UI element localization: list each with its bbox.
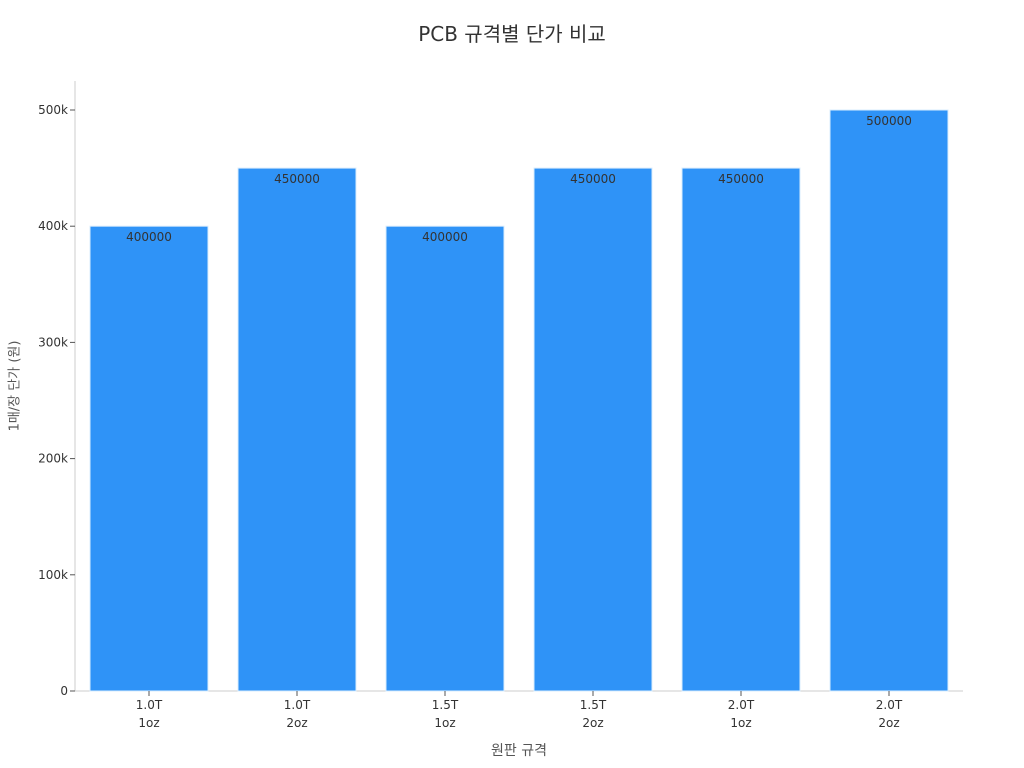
x-tick-label: 2oz	[286, 716, 307, 730]
x-tick-label: 1.5T	[432, 698, 459, 712]
y-tick-label: 400k	[38, 219, 68, 233]
y-axis-title: 1매/장 단가 (원)	[7, 340, 23, 432]
x-tick-label: 1oz	[138, 716, 159, 730]
x-tick-label: 1.0T	[136, 698, 163, 712]
bar	[829, 109, 949, 692]
bar	[237, 167, 357, 692]
y-tick-label: 100k	[38, 568, 68, 582]
x-axis-title: 원판 규격	[491, 743, 547, 759]
y-tick-label: 500k	[38, 103, 68, 117]
bar-data-label: 400000	[126, 230, 172, 244]
bar	[533, 167, 653, 692]
bar-data-label: 450000	[274, 172, 320, 186]
bar-data-label: 450000	[570, 172, 616, 186]
bar-data-label: 500000	[866, 114, 912, 128]
x-tick-label: 2.0T	[876, 698, 903, 712]
bar	[681, 167, 801, 692]
x-tick-label: 1.0T	[284, 698, 311, 712]
chart-title: PCB 규격별 단가 비교	[418, 22, 606, 46]
x-tick-label: 2oz	[582, 716, 603, 730]
y-tick-label: 300k	[38, 335, 68, 349]
bar-data-label: 400000	[422, 230, 468, 244]
bar	[385, 225, 505, 692]
x-tick-label: 1.5T	[580, 698, 607, 712]
bar-data-label: 450000	[718, 172, 764, 186]
bar	[89, 225, 209, 692]
x-tick-label: 1oz	[730, 716, 751, 730]
y-tick-label: 200k	[38, 452, 68, 466]
x-tick-label: 2oz	[878, 716, 899, 730]
y-tick-label: 0	[60, 684, 68, 698]
x-tick-label: 2.0T	[728, 698, 755, 712]
x-tick-label: 1oz	[434, 716, 455, 730]
